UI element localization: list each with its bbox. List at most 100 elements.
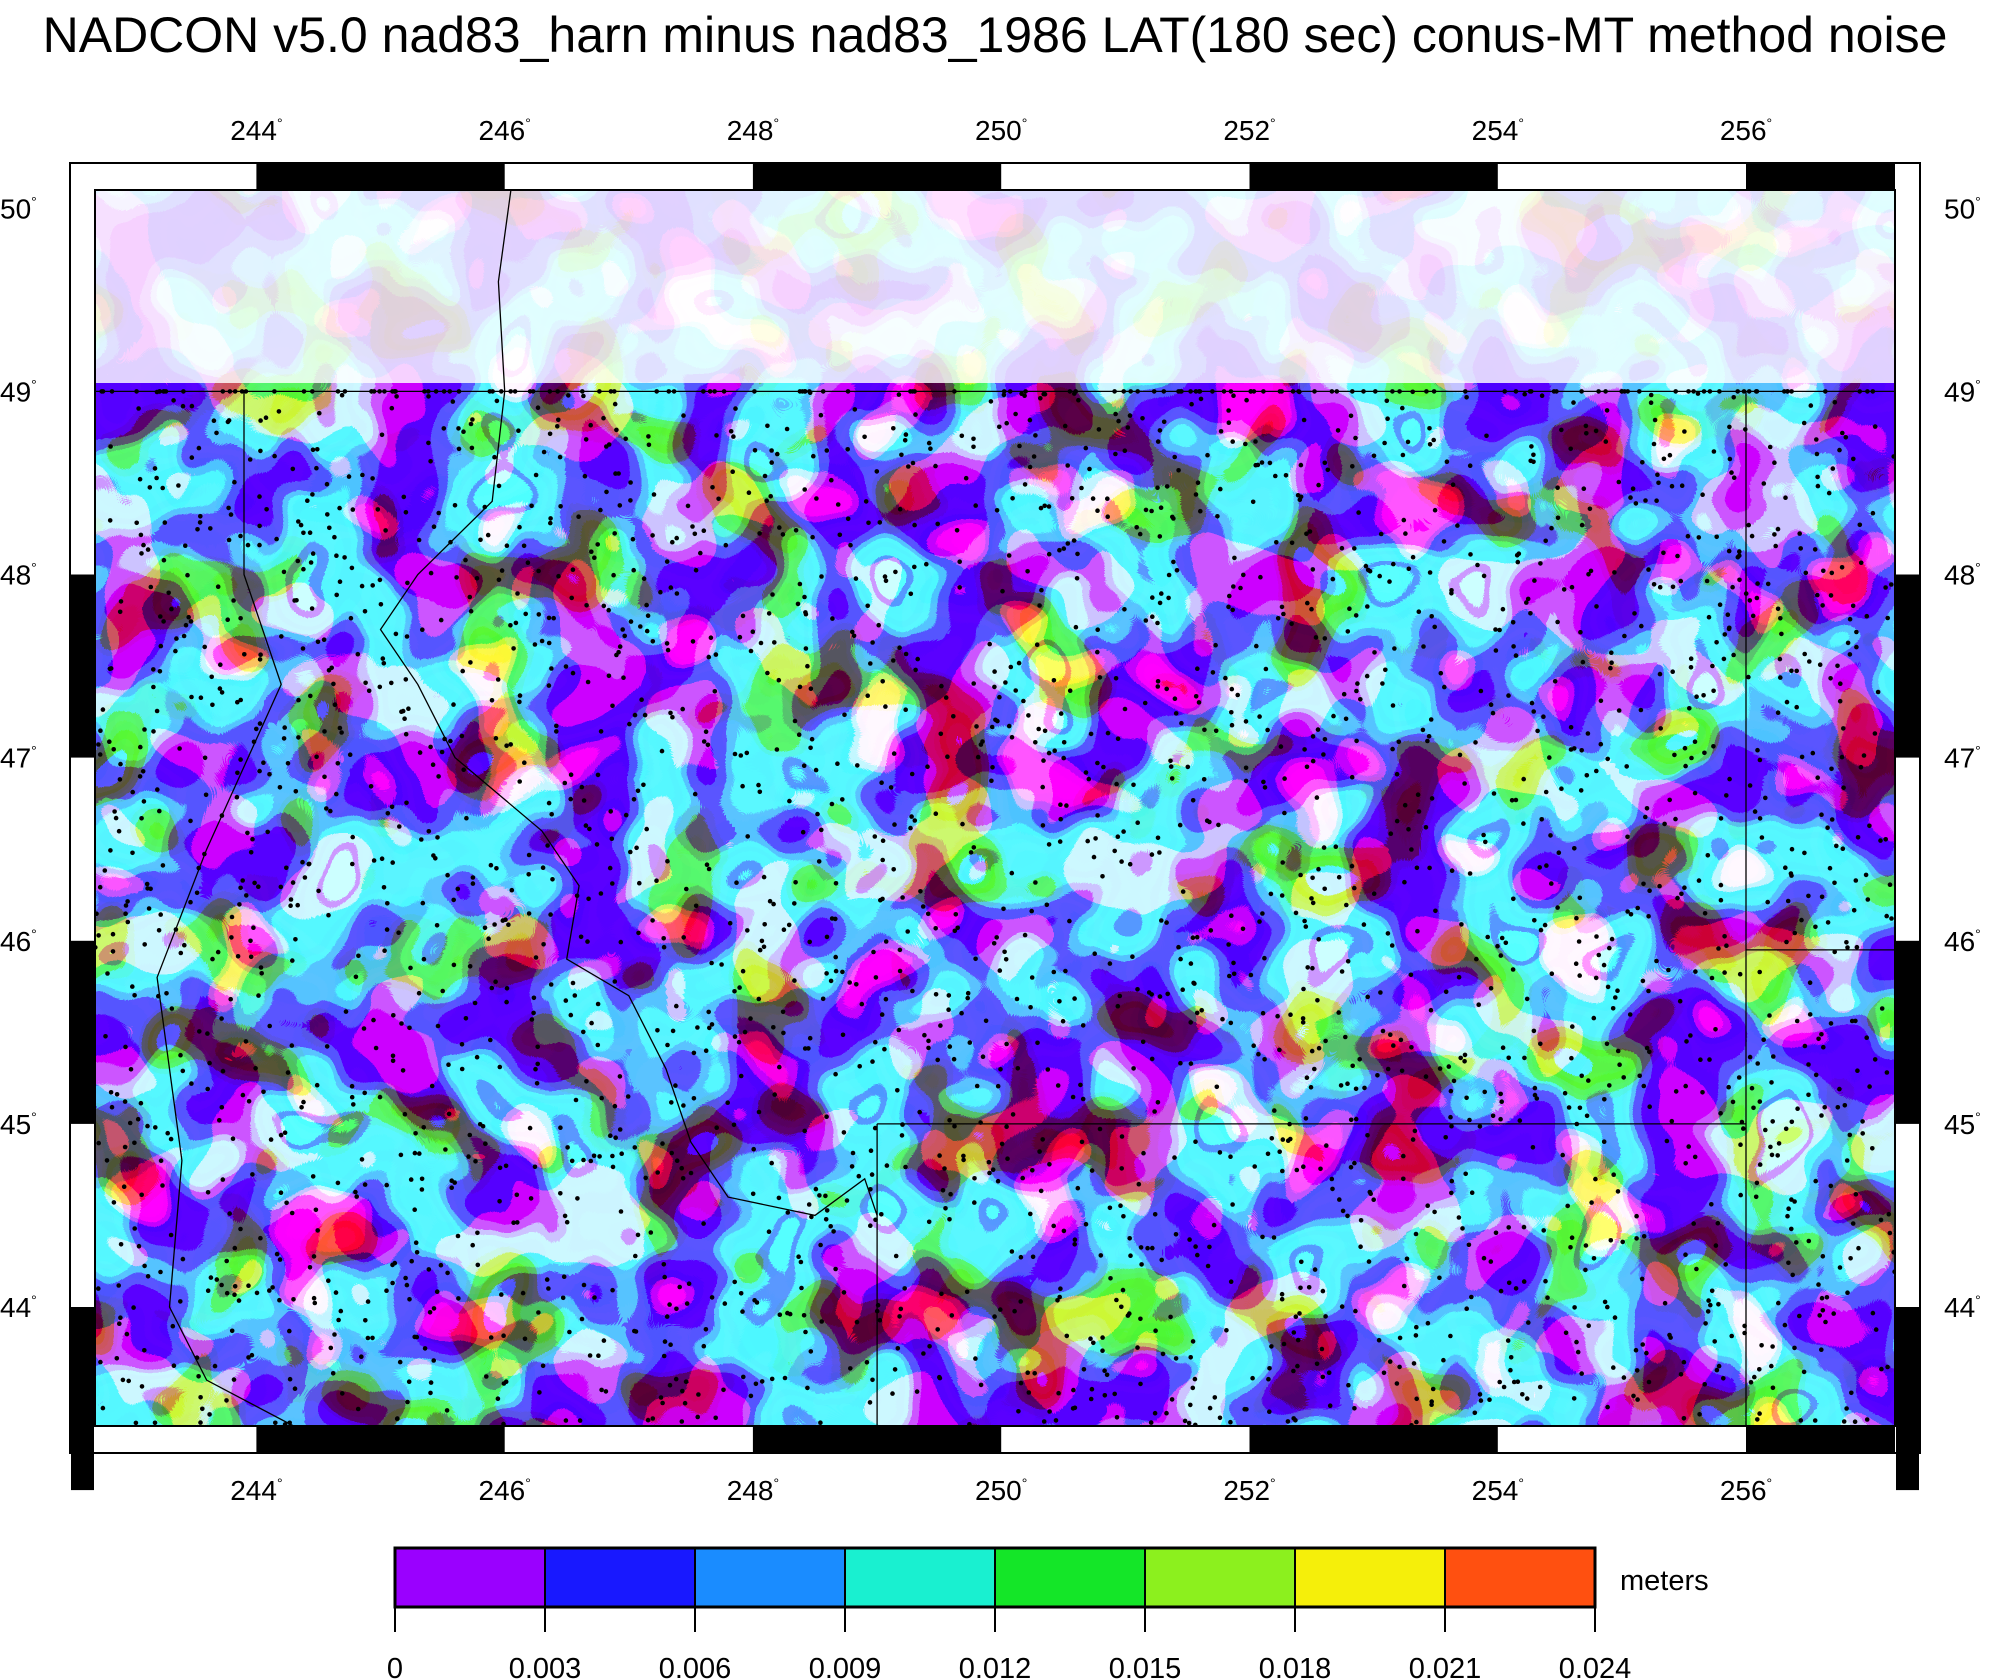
station-point	[632, 1145, 638, 1150]
station-point	[1172, 696, 1178, 701]
station-point	[445, 872, 450, 878]
station-point	[1513, 389, 1519, 394]
station-point	[1138, 1316, 1143, 1322]
station-point	[209, 674, 214, 680]
station-point	[1382, 440, 1387, 446]
station-point	[1655, 472, 1660, 478]
station-point	[1228, 1419, 1233, 1425]
station-point	[1057, 547, 1062, 553]
station-point	[1797, 531, 1802, 536]
station-point	[128, 1067, 134, 1072]
station-point	[1073, 389, 1078, 394]
station-point	[616, 471, 621, 476]
station-point	[668, 585, 674, 590]
station-point	[1513, 653, 1519, 658]
station-point	[1714, 640, 1719, 645]
station-point	[536, 612, 542, 617]
station-point	[1731, 475, 1737, 481]
station-point	[1565, 1203, 1570, 1209]
station-point	[1850, 1221, 1856, 1226]
station-point	[1562, 1090, 1568, 1096]
station-point	[713, 1415, 718, 1421]
station-point	[1646, 914, 1651, 919]
station-point	[158, 614, 163, 619]
station-point	[769, 448, 774, 453]
station-point	[427, 1310, 433, 1315]
station-point	[1490, 1113, 1496, 1119]
station-point	[1448, 1333, 1453, 1339]
station-point	[897, 947, 903, 953]
station-point	[1410, 554, 1416, 560]
station-point	[952, 1123, 957, 1129]
station-point	[254, 1290, 260, 1296]
station-point	[96, 742, 101, 747]
station-point	[586, 896, 591, 902]
station-point	[662, 1339, 668, 1344]
station-point	[1016, 660, 1022, 666]
station-point	[1806, 893, 1811, 899]
station-point	[745, 928, 750, 933]
station-point	[1023, 389, 1028, 394]
station-point	[584, 1079, 589, 1084]
station-point	[1609, 650, 1614, 655]
station-point	[811, 453, 816, 459]
station-point	[833, 968, 839, 974]
station-point	[1661, 456, 1667, 462]
station-point	[1521, 1224, 1527, 1230]
station-point	[814, 496, 819, 501]
station-point	[1574, 1339, 1579, 1345]
station-point	[245, 542, 251, 548]
station-point	[1711, 744, 1716, 749]
station-point	[360, 472, 365, 478]
noise-field	[95, 190, 1895, 1426]
station-point	[810, 534, 815, 540]
station-point	[665, 859, 670, 864]
station-point	[601, 1338, 607, 1343]
station-point	[1802, 651, 1807, 657]
station-point	[250, 836, 255, 842]
station-point	[1847, 1132, 1853, 1138]
station-point	[1789, 389, 1794, 394]
station-point	[581, 1157, 586, 1163]
station-point	[983, 1018, 989, 1024]
station-point	[955, 925, 960, 931]
station-point	[1872, 1057, 1878, 1062]
station-point	[1231, 960, 1236, 966]
station-point	[939, 683, 944, 689]
station-point	[120, 1377, 126, 1383]
station-point	[674, 1306, 679, 1312]
station-point	[852, 407, 858, 412]
station-point	[253, 726, 259, 732]
station-point	[606, 442, 612, 447]
station-point	[1177, 389, 1183, 394]
station-point	[1228, 389, 1234, 394]
station-point	[1678, 1372, 1684, 1377]
station-point	[651, 492, 657, 497]
station-point	[293, 789, 299, 794]
station-point	[1227, 973, 1232, 979]
station-point	[777, 1064, 782, 1070]
station-point	[709, 1022, 715, 1027]
station-point	[1819, 894, 1825, 900]
station-point	[583, 823, 589, 828]
station-point	[1667, 797, 1672, 803]
station-point	[317, 410, 322, 416]
station-point	[545, 843, 550, 848]
station-point	[145, 1274, 151, 1279]
station-point	[1849, 1018, 1855, 1024]
station-point	[1390, 746, 1395, 752]
station-point	[436, 774, 441, 779]
station-point	[883, 939, 889, 944]
station-point	[1852, 1419, 1858, 1424]
station-point	[121, 1184, 127, 1189]
station-point	[635, 1232, 641, 1238]
station-point	[390, 1053, 396, 1059]
station-point	[598, 891, 604, 896]
station-point	[1757, 969, 1762, 975]
station-point	[721, 389, 727, 394]
station-point	[1321, 752, 1326, 757]
station-point	[1330, 1186, 1335, 1192]
station-point	[232, 479, 237, 485]
station-point	[1115, 1003, 1121, 1009]
station-point	[158, 1269, 163, 1275]
